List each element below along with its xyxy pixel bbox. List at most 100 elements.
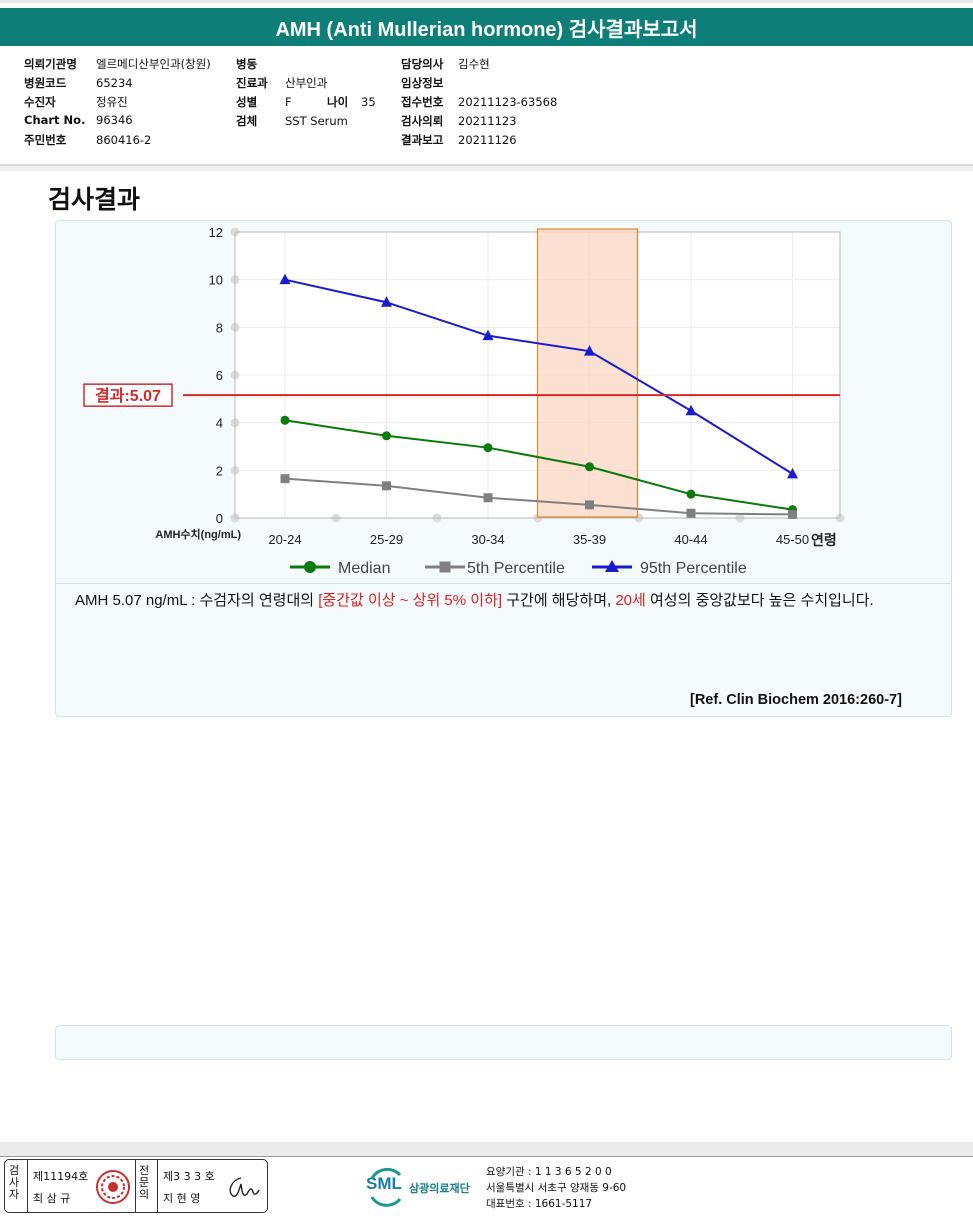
info-value: 정유진: [96, 95, 128, 109]
legend-label: 5th Percentile: [467, 560, 565, 577]
y-axis-label: AMH수치(ng/mL): [155, 527, 241, 541]
legend-label: Median: [338, 560, 390, 577]
info-value: 엘르메디산부인과(창원): [96, 57, 211, 71]
org-name: 삼광의료재단: [409, 1182, 470, 1195]
info-middle: 병동 진료과 산부인과 성별 F 나이 35 검체 SST Serum: [236, 56, 376, 132]
legend-marker: [439, 561, 451, 573]
sml-logo-text: SML: [366, 1174, 402, 1193]
data-point: [483, 443, 493, 453]
data-point: [279, 273, 291, 285]
info-value: 35: [361, 95, 376, 109]
data-point: [381, 296, 392, 307]
info-left: 의뢰기관명 엘르메디산부인과(창원) 병원코드 65234 수진자 정유진 Chart…: [24, 56, 211, 151]
cell-divider: [27, 1160, 28, 1212]
info-label: Chart No.: [24, 113, 86, 127]
info-value: SST Serum: [285, 114, 348, 128]
x-tick-label: 20-24: [268, 532, 301, 547]
x-axis-label: 연령: [811, 533, 837, 549]
footer-strip: [0, 1142, 973, 1156]
specialist-label-text: 전문의: [138, 1164, 150, 1201]
y-tick-label: 4: [216, 416, 223, 431]
divider: [0, 164, 973, 166]
signature-icon: [229, 1177, 260, 1197]
cell-divider: [135, 1160, 136, 1212]
info-right: 담당의사 김수현 임상정보 접수번호 20211123-63568 검사의뢰 2021…: [401, 56, 557, 151]
data-point: [685, 404, 697, 416]
series-line: [284, 419, 793, 511]
result-comment: AMH 5.07 ng/mL : 수검자의 연령대의 [중간값 이상 ~ 상위 …: [75, 589, 955, 612]
org-phone: 대표번호 : 1661-5117: [486, 1198, 593, 1210]
comment-suffix: 여성의 중앙값보다 높은 수치입니다.: [645, 592, 874, 609]
series-line: [284, 278, 794, 475]
info-label: 검사의뢰: [401, 114, 444, 128]
info-label: 병동: [236, 57, 258, 71]
x-tick-label: 40-44: [674, 532, 707, 547]
org-address: 서울특별시 서초구 양재동 9-60: [486, 1182, 627, 1194]
specialist-label: 전문의: [138, 1165, 152, 1201]
info-value: 96346: [96, 113, 133, 127]
tester-name: 최 삼 규: [33, 1192, 71, 1205]
y-tick-label: 8: [216, 320, 223, 335]
data-point: [382, 431, 391, 441]
data-point: [585, 500, 594, 510]
data-point: [788, 509, 797, 519]
report-title: AMH (Anti Mullerian hormone) 검사결과보고서: [0, 8, 973, 46]
comment-age: 20세: [615, 592, 646, 609]
info-label: 임상정보: [401, 76, 444, 90]
data-point: [686, 489, 696, 499]
data-point: [787, 467, 798, 479]
x-tick-label: 30-34: [471, 532, 504, 547]
specialist-no: 제3 3 3 호: [163, 1170, 215, 1183]
reference: [Ref. Clin Biochem 2016:260-7]: [690, 692, 902, 708]
legend-marker: [304, 561, 316, 573]
sml-logo-icon: [370, 1167, 402, 1207]
top-strip: [0, 0, 973, 3]
data-point: [483, 493, 493, 503]
info-value: 20211126: [458, 133, 517, 147]
info-label: 나이: [327, 95, 349, 109]
series-line: [284, 477, 793, 516]
info-label: 진료과: [236, 76, 268, 90]
result-label-box: [83, 383, 173, 407]
info-label: 검체: [236, 114, 258, 128]
comment-middle: 구간에 해당하며,: [502, 592, 616, 609]
info-value: 20211123: [458, 114, 517, 128]
signature-box: 검사자 제11194호 최 삼 규 전문의 제3 3 3 호 지 현 영: [4, 1159, 268, 1213]
tester-label-text: 검사자: [8, 1164, 20, 1201]
comment-prefix: AMH 5.07 ng/mL : 수검자의 연령대의: [75, 592, 319, 609]
highlight-band: [536, 228, 639, 518]
x-tick-label: 25-29: [370, 532, 403, 547]
comment-range: [중간값 이상 ~ 상위 5% 이하]: [318, 592, 503, 609]
info-value: 산부인과: [285, 76, 328, 90]
org-details: 요양기관 : 1 1 3 6 5 2 0 0 서울특별시 서초구 양재동 9-6…: [486, 1164, 626, 1212]
data-point: [382, 481, 391, 491]
data-point: [482, 329, 494, 341]
info-label: 병원코드: [24, 76, 67, 90]
y-tick-label: 2: [216, 463, 223, 478]
section-title: 검사결과: [48, 185, 141, 214]
y-tick-label: 12: [209, 225, 223, 240]
y-tick-label: 6: [216, 368, 223, 383]
footer-line: [0, 1156, 973, 1157]
info-label: 결과보고: [401, 133, 444, 147]
info-value: 20211123-63568: [458, 95, 558, 109]
info-label: 수진자: [24, 95, 56, 109]
y-tick-label: 0: [216, 511, 223, 526]
divider-shadow: [0, 166, 973, 171]
info-value: 65234: [96, 76, 133, 90]
info-value: 860416-2: [96, 133, 152, 147]
data-point: [280, 415, 290, 425]
y-tick-label: 10: [209, 273, 223, 288]
org-code: 요양기관 : 1 1 3 6 5 2 0 0: [486, 1166, 612, 1178]
empty-panel: [55, 1025, 952, 1060]
legend-marker: [605, 560, 619, 572]
x-tick-label: 45-50: [776, 532, 809, 547]
tester-label: 검사자: [8, 1165, 22, 1201]
panel-divider: [56, 583, 951, 584]
data-point: [585, 462, 594, 472]
specialist-name: 지 현 영: [163, 1192, 201, 1205]
tester-no: 제11194호: [33, 1170, 89, 1183]
info-label: 성별: [236, 95, 258, 109]
result-label: 결과:5.07: [95, 387, 161, 405]
info-label: 접수번호: [401, 95, 444, 109]
